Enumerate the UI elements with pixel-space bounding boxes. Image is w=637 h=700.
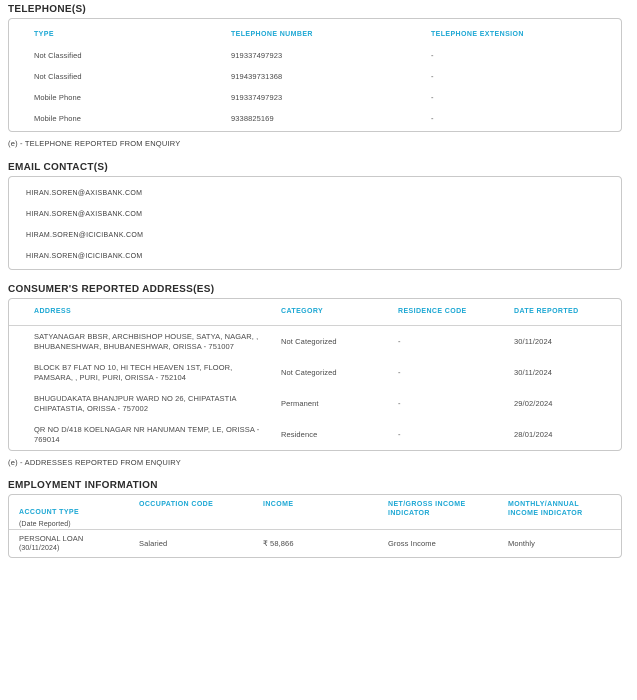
column-header-date-reported: DATE REPORTED [514,307,579,315]
addresses-section-title: CONSUMER'S REPORTED ADDRESS(ES) [8,284,215,295]
column-header-income: INCOME [263,501,294,508]
list-item: HIRAN.SOREN@ICICIBANK.COM [26,246,611,267]
addresses-footnote: (e) - ADDRESSES REPORTED FROM ENQUIRY [8,458,181,467]
telephone-type: Mobile Phone [34,113,82,123]
column-header-telephone-extension: TELEPHONE EXTENSION [431,30,524,38]
telephone-number: 919337497923 [231,50,283,60]
residence-code: - [398,367,401,377]
address-category: Permanent [281,398,319,408]
telephone-section-title: TELEPHONE(S) [8,4,87,15]
email-address: HIRAM.SOREN@ICICIBANK.COM [26,232,144,239]
telephone-footnote: (e) - TELEPHONE REPORTED FROM ENQUIRY [8,139,181,148]
date-reported: 30/11/2024 [514,367,552,377]
table-row: BHUGUDAKATA BHANJPUR WARD NO 26, CHIPATA… [34,388,611,419]
telephone-table-header: TYPE TELEPHONE NUMBER TELEPHONE EXTENSIO… [34,25,611,45]
email-list: HIRAN.SOREN@AXISBANK.COM HIRAN.SOREN@AXI… [8,176,622,270]
column-header-occupation-code: OCCUPATION CODE [139,501,214,508]
addresses-table-header: ADDRESS CATEGORY RESIDENCE CODE DATE REP… [9,299,621,326]
telephone-type: Not Classified [34,71,82,81]
employment-account-type-cell: PERSONAL LOAN (30/11/2024) [19,534,139,554]
address-category: Not Categorized [281,336,337,346]
telephone-number: 9338825169 [231,113,274,123]
telephone-extension: - [431,50,434,60]
table-row: Not Classified 919439731368 - [34,66,611,87]
employment-section-title: EMPLOYMENT INFORMATION [8,480,158,491]
column-header-telephone-number: TELEPHONE NUMBER [231,30,313,38]
telephone-type: Not Classified [34,50,82,60]
column-header-account-type: ACCOUNT TYPE (Date Reported) [19,501,139,529]
income-value: ₹ 58,866 [263,538,294,548]
telephone-extension: - [431,71,434,81]
table-row: Mobile Phone 9338825169 - [34,108,611,129]
column-header-monthly-annual-income-indicator: MONTHLY/ANNUAL INCOME INDICATOR [508,501,583,517]
employment-table: ACCOUNT TYPE (Date Reported) OCCUPATION … [8,494,622,558]
table-row: Mobile Phone 919337497923 - [34,87,611,108]
credit-report-page: TELEPHONE(S) TYPE TELEPHONE NUMBER TELEP… [8,4,622,558]
account-type-date-reported: (30/11/2024) [19,545,60,553]
column-header-category: CATEGORY [281,307,324,315]
date-reported: 29/02/2024 [514,398,553,408]
monthly-annual-income-indicator-value: Monthly [508,538,535,548]
table-row: SATYANAGAR BBSR, ARCHBISHOP HOUSE, SATYA… [34,326,611,357]
table-row: Not Classified 919337497923 - [34,45,611,66]
telephone-number: 919337497923 [231,92,283,102]
addresses-section: CONSUMER'S REPORTED ADDRESS(ES) ADDRESS … [8,284,622,467]
email-section-title: EMAIL CONTACT(S) [8,162,108,173]
residence-code: - [398,429,401,439]
residence-code: - [398,336,401,346]
list-item: HIRAN.SOREN@AXISBANK.COM [26,204,611,225]
telephone-extension: - [431,92,434,102]
address-value: SATYANAGAR BBSR, ARCHBISHOP HOUSE, SATYA… [34,332,259,351]
telephone-type: Mobile Phone [34,92,82,102]
date-reported: 28/01/2024 [514,429,553,439]
column-header-type: TYPE [34,30,54,38]
address-category: Residence [281,429,318,439]
email-address: HIRAN.SOREN@AXISBANK.COM [26,211,143,218]
email-address: HIRAN.SOREN@ICICIBANK.COM [26,253,143,260]
telephone-section: TELEPHONE(S) TYPE TELEPHONE NUMBER TELEP… [8,4,622,148]
email-section: EMAIL CONTACT(S) HIRAN.SOREN@AXISBANK.CO… [8,162,622,270]
email-address: HIRAN.SOREN@AXISBANK.COM [26,190,143,197]
telephone-extension: - [431,113,434,123]
column-header-account-type-label: ACCOUNT TYPE [19,509,80,516]
column-header-account-type-sub: (Date Reported) [19,521,71,528]
list-item: HIRAN.SOREN@AXISBANK.COM [26,183,611,204]
address-value: BHUGUDAKATA BHANJPUR WARD NO 26, CHIPATA… [34,394,237,413]
net-gross-income-indicator-value: Gross Income [388,538,436,548]
address-category: Not Categorized [281,367,337,377]
employment-section: EMPLOYMENT INFORMATION ACCOUNT TYPE (Dat… [8,480,622,558]
addresses-table: ADDRESS CATEGORY RESIDENCE CODE DATE REP… [8,298,622,451]
employment-table-header: ACCOUNT TYPE (Date Reported) OCCUPATION … [9,495,621,530]
table-row: PERSONAL LOAN (30/11/2024) Salaried ₹ 58… [19,530,611,557]
address-value: QR NO D/418 KOELNAGAR NR HANUMAN TEMP, L… [34,425,260,444]
column-header-address: ADDRESS [34,307,72,315]
column-header-net-gross-income-indicator: NET/GROSS INCOME INDICATOR [388,501,466,517]
list-item: HIRAM.SOREN@ICICIBANK.COM [26,225,611,246]
account-type-value: PERSONAL LOAN [19,533,84,543]
occupation-code-value: Salaried [139,538,168,548]
table-row: BLOCK B7 FLAT NO 10, HI TECH HEAVEN 1ST,… [34,357,611,388]
address-value: BLOCK B7 FLAT NO 10, HI TECH HEAVEN 1ST,… [34,363,233,382]
residence-code: - [398,398,401,408]
column-header-residence-code: RESIDENCE CODE [398,307,467,315]
date-reported: 30/11/2024 [514,336,552,346]
telephone-table: TYPE TELEPHONE NUMBER TELEPHONE EXTENSIO… [8,18,622,132]
telephone-number: 919439731368 [231,71,283,81]
table-row: QR NO D/418 KOELNAGAR NR HANUMAN TEMP, L… [34,419,611,450]
